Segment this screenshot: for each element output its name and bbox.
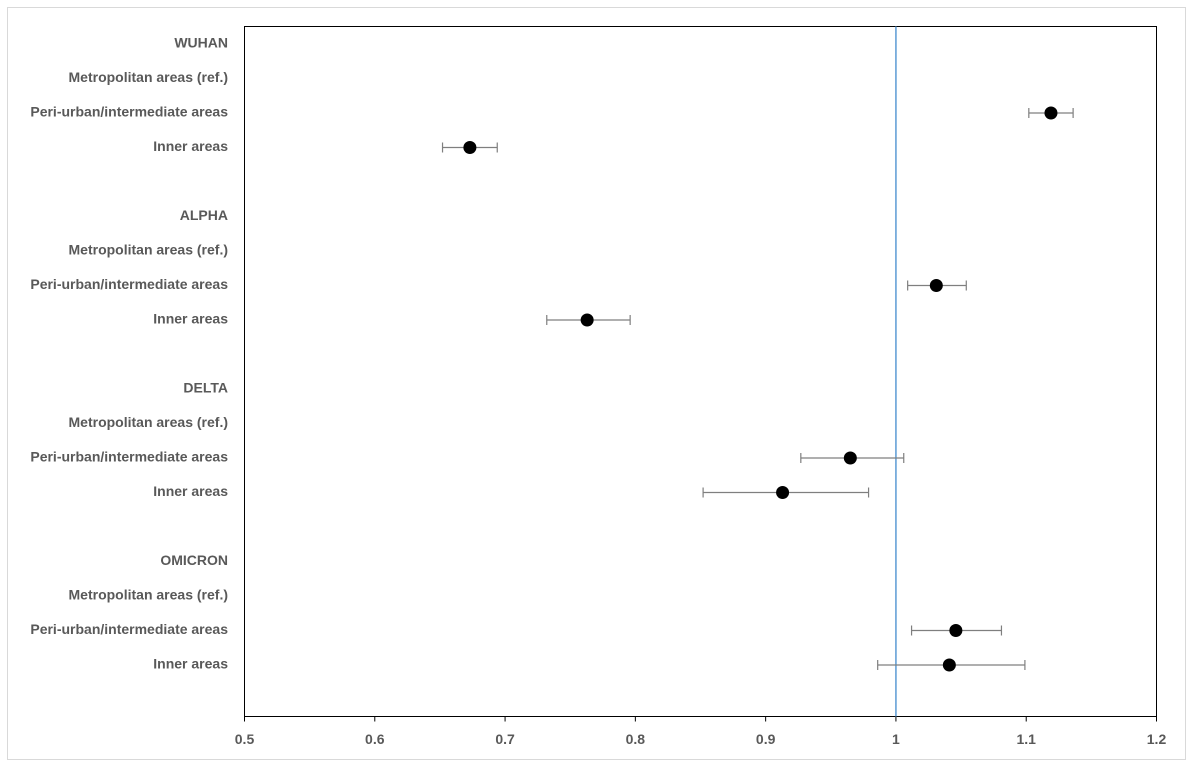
- y-tick-label: Peri-urban/intermediate areas: [30, 104, 228, 120]
- plot-area: [244, 26, 1157, 717]
- point: [929, 279, 943, 292]
- y-tick-label: Peri-urban/intermediate areas: [30, 621, 228, 637]
- y-tick-label: Inner areas: [153, 311, 228, 327]
- x-tick-label: 0.5: [235, 731, 255, 747]
- point: [949, 624, 963, 637]
- y-tick-label: ALPHA: [180, 207, 228, 223]
- y-tick-label: Peri-urban/intermediate areas: [30, 449, 228, 465]
- x-tick-label: 0.8: [626, 731, 646, 747]
- x-tick-label: 1.1: [1016, 731, 1036, 747]
- chart-frame: [7, 7, 1186, 760]
- point: [1044, 106, 1058, 120]
- y-tick-label: Metropolitan areas (ref.): [69, 414, 228, 430]
- y-tick-label: Inner areas: [153, 656, 228, 672]
- y-tick-label: WUHAN: [174, 35, 228, 51]
- y-tick-label: Metropolitan areas (ref.): [69, 242, 228, 258]
- point: [942, 658, 956, 672]
- y-tick-label: Inner areas: [153, 138, 228, 154]
- x-tick-label: 1.2: [1147, 731, 1167, 747]
- y-tick-label: DELTA: [183, 380, 228, 396]
- y-tick-label: OMICRON: [160, 552, 228, 568]
- point: [463, 141, 477, 154]
- x-tick-label: 0.6: [365, 731, 385, 747]
- y-tick-label: Inner areas: [153, 483, 228, 499]
- x-tick-label: 0.9: [756, 731, 776, 747]
- point: [843, 451, 857, 465]
- y-tick-label: Peri-urban/intermediate areas: [30, 276, 228, 292]
- point: [580, 313, 594, 327]
- x-tick-label: 0.7: [495, 731, 515, 747]
- x-tick-label: 1: [892, 731, 900, 747]
- y-tick-label: Metropolitan areas (ref.): [69, 587, 228, 603]
- point: [776, 486, 790, 499]
- y-tick-label: Metropolitan areas (ref.): [69, 69, 228, 85]
